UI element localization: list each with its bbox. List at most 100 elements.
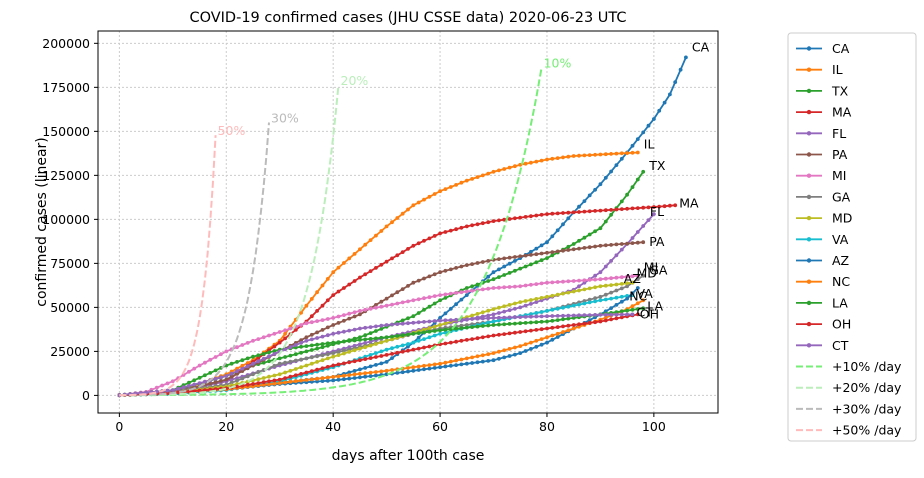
series-point xyxy=(539,158,544,163)
series-point xyxy=(363,333,368,338)
series-point xyxy=(609,169,613,174)
series-point xyxy=(470,177,474,181)
series-point xyxy=(416,368,421,372)
legend-label: MD xyxy=(832,211,852,226)
series-end-label: MA xyxy=(679,195,699,210)
series-point xyxy=(411,331,416,336)
series-point xyxy=(427,363,432,367)
series-point xyxy=(390,220,394,225)
series-point xyxy=(614,163,619,168)
series-point xyxy=(432,301,437,306)
series-point xyxy=(283,370,287,375)
series-point xyxy=(480,324,485,328)
series-point xyxy=(614,275,619,280)
series-point xyxy=(625,308,629,313)
series-point xyxy=(502,273,507,277)
series-point xyxy=(395,322,400,326)
series-point xyxy=(619,299,624,304)
series-point xyxy=(325,365,330,369)
series-point xyxy=(272,331,277,336)
series-point xyxy=(497,315,501,320)
series-point xyxy=(400,343,405,348)
series-point xyxy=(272,344,277,349)
series-point xyxy=(475,316,480,321)
series-point xyxy=(443,327,448,332)
series-point xyxy=(320,328,325,332)
series-point xyxy=(245,356,250,361)
series-point xyxy=(475,324,480,329)
series-point xyxy=(170,379,175,384)
series-point xyxy=(464,286,469,290)
series-point xyxy=(571,154,576,158)
series-point xyxy=(299,344,303,349)
series-point xyxy=(320,353,325,358)
series-point xyxy=(502,315,507,320)
series-point xyxy=(336,289,341,294)
series-point xyxy=(422,238,426,243)
series-point xyxy=(443,360,448,365)
series-layer xyxy=(117,55,688,398)
series-point xyxy=(513,345,517,350)
series-point xyxy=(486,279,491,283)
series-point xyxy=(518,266,523,271)
series-point xyxy=(374,355,378,359)
y-axis-label: confirmed cases (linear) xyxy=(34,137,50,307)
series-point xyxy=(523,329,528,334)
series-point xyxy=(593,152,597,157)
series-point xyxy=(208,357,213,362)
series-point xyxy=(277,381,282,385)
series-point xyxy=(609,208,613,212)
series-point xyxy=(486,308,491,313)
series-point xyxy=(571,313,576,318)
series-point xyxy=(443,318,448,323)
series-point xyxy=(523,349,528,353)
series-point xyxy=(673,203,678,208)
series-point xyxy=(593,296,597,301)
series-point xyxy=(342,318,346,323)
series-end-label: 20% xyxy=(341,73,369,88)
series-point xyxy=(422,345,426,350)
legend-marker xyxy=(806,258,812,263)
series-point xyxy=(561,222,565,227)
series-point xyxy=(203,360,207,365)
legend-marker xyxy=(806,152,812,157)
series-point xyxy=(507,217,512,221)
series-point xyxy=(550,156,555,161)
series-point xyxy=(395,301,400,306)
series-point xyxy=(325,375,330,380)
series-point xyxy=(267,359,271,364)
series-point xyxy=(513,315,517,320)
series-point xyxy=(587,245,592,250)
series-point xyxy=(518,315,523,319)
series-point xyxy=(272,373,277,378)
legend-label: PA xyxy=(832,147,848,162)
series-point xyxy=(358,247,362,252)
series-point xyxy=(443,311,448,316)
series-point xyxy=(240,376,245,381)
series-point xyxy=(668,203,672,208)
series-point xyxy=(619,151,624,156)
series-point xyxy=(438,316,442,320)
series-point xyxy=(406,299,410,304)
series-point xyxy=(646,205,651,210)
series-point xyxy=(555,156,560,161)
series-point xyxy=(240,343,245,347)
series-point xyxy=(475,360,480,365)
legend: CA IL TX MA FL PA MI GA MD VA AZ NC LA OH CT +10% /day +… xyxy=(787,32,917,442)
series-point xyxy=(630,185,635,190)
series-point xyxy=(523,321,528,325)
series-point xyxy=(566,216,571,221)
series-point xyxy=(293,352,298,357)
series-point xyxy=(352,279,357,283)
series-point xyxy=(641,298,646,303)
series-point xyxy=(513,216,517,221)
series-point xyxy=(459,290,464,295)
series-point xyxy=(475,261,480,265)
series-point xyxy=(577,246,581,251)
series-point xyxy=(229,361,234,366)
series-point xyxy=(534,344,539,349)
series-point xyxy=(480,310,485,315)
series-point xyxy=(550,307,555,312)
series-point xyxy=(625,274,629,279)
series-point xyxy=(619,156,624,161)
